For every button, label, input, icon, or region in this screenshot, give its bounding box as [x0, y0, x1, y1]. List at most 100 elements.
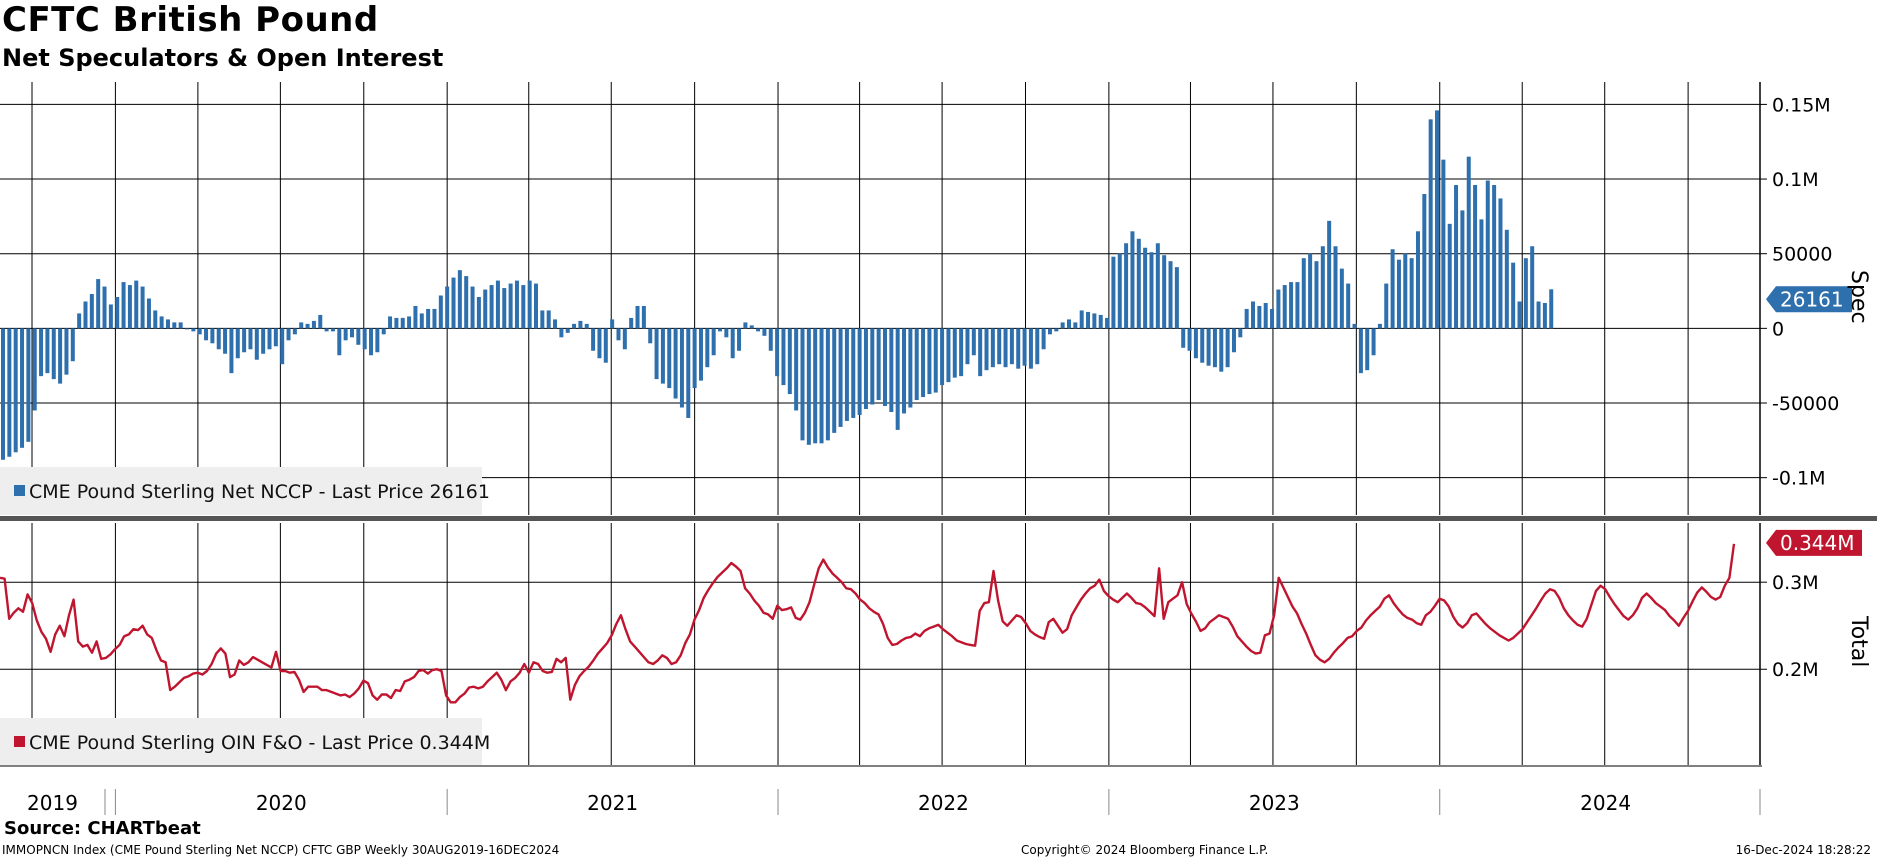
- x-axis: 2019 2020 2021 2022 2023 2024: [0, 765, 1762, 815]
- spec-bar: [1371, 328, 1376, 356]
- spec-bar: [857, 328, 862, 415]
- spec-bar: [58, 328, 63, 384]
- spec-bar: [464, 276, 469, 329]
- spec-bar: [1492, 185, 1497, 329]
- spec-bar: [1276, 289, 1281, 329]
- spec-bar: [1155, 243, 1160, 329]
- spec-bar: [959, 328, 964, 377]
- spec-bar: [844, 328, 849, 421]
- spec-bar: [1549, 289, 1554, 329]
- spec-bar: [1473, 185, 1478, 329]
- spec-bar: [381, 328, 386, 335]
- spec-bar: [1238, 328, 1243, 338]
- spec-bar: [1454, 185, 1459, 329]
- spec-bar: [1181, 328, 1186, 348]
- spec-bar: [32, 328, 37, 411]
- spec-bar: [1447, 223, 1452, 329]
- spec-bar: [1244, 308, 1249, 329]
- spec-bar: [1257, 305, 1262, 329]
- spec-bar: [521, 285, 526, 329]
- spec-bar: [299, 322, 304, 329]
- spec-bar: [1339, 268, 1344, 329]
- spec-bar: [438, 295, 443, 329]
- spec-bar: [756, 328, 761, 332]
- spec-bar: [641, 305, 646, 329]
- spec-bar: [952, 328, 957, 378]
- spec-bar: [679, 328, 684, 408]
- spec-bar: [863, 328, 868, 409]
- spec-bar: [1130, 231, 1135, 329]
- spec-bar: [1149, 252, 1154, 329]
- spec-bar: [185, 328, 190, 330]
- spec-bar: [426, 308, 431, 329]
- spec-bar: [1124, 243, 1129, 329]
- spec-bar: [1022, 328, 1027, 366]
- spec-bar: [1003, 328, 1008, 368]
- total-series-line: [0, 543, 1736, 704]
- spec-tick-label: 0: [1772, 318, 1784, 340]
- spec-bar: [768, 328, 773, 351]
- spec-bar: [20, 328, 25, 448]
- spec-bar: [394, 317, 399, 329]
- spec-bar: [546, 310, 551, 329]
- spec-bar: [971, 328, 976, 356]
- year-label: 2021: [587, 791, 638, 815]
- spec-bar: [1428, 119, 1433, 329]
- spec-bar: [902, 328, 907, 414]
- spec-bar: [172, 322, 177, 329]
- spec-bar: [889, 328, 894, 412]
- spec-bar: [667, 328, 672, 389]
- spec-bar: [1435, 110, 1440, 329]
- total-legend-swatch: [14, 736, 25, 747]
- spec-bar: [242, 328, 247, 353]
- spec-bar: [311, 320, 316, 329]
- spec-bar: [527, 280, 532, 329]
- spec-bar: [965, 328, 970, 365]
- year-label: 2023: [1249, 791, 1300, 815]
- spec-bar: [337, 328, 342, 356]
- total-tick-label: 0.3M: [1772, 572, 1819, 594]
- spec-bar: [1409, 258, 1414, 329]
- total-line: [0, 543, 1736, 704]
- spec-bar: [254, 328, 259, 360]
- spec-bar: [153, 310, 158, 329]
- spec-bar: [629, 317, 634, 329]
- total-axis-label: Total: [1846, 615, 1871, 667]
- spec-bar: [1403, 253, 1408, 329]
- spec-bar: [1289, 282, 1294, 329]
- spec-bar: [1105, 317, 1110, 329]
- spec-bar: [1073, 322, 1078, 329]
- spec-bar: [832, 328, 837, 433]
- spec-bar: [77, 313, 82, 329]
- spec-tick-label: 50000: [1772, 244, 1832, 266]
- copyright: Copyright© 2024 Bloomberg Finance L.P.: [1021, 843, 1269, 857]
- spec-bar: [1479, 219, 1484, 329]
- spec-bar: [654, 328, 659, 380]
- spec-bar: [1498, 198, 1503, 329]
- spec-bar: [1390, 249, 1395, 329]
- spec-bar: [692, 328, 697, 389]
- spec-bar: [159, 316, 164, 329]
- spec-bar: [235, 328, 240, 359]
- spec-bar: [584, 323, 589, 329]
- spec-bar: [1460, 210, 1465, 329]
- spec-bar: [292, 328, 297, 335]
- spec-bar: [1168, 261, 1173, 329]
- spec-tick-label: 0.1M: [1772, 169, 1819, 191]
- spec-bar: [216, 328, 221, 350]
- spec-bar: [89, 294, 94, 329]
- year-label: 2019: [27, 791, 78, 815]
- spec-bar: [1206, 328, 1211, 366]
- spec-last-value-tag: [1766, 286, 1852, 313]
- spec-bar: [990, 328, 995, 368]
- spec-bar: [622, 328, 627, 350]
- spec-bar: [375, 328, 380, 353]
- spec-bar: [115, 297, 120, 329]
- spec-bar: [572, 323, 577, 329]
- spec-tick-label: -0.1M: [1772, 468, 1825, 490]
- spec-bar: [102, 286, 107, 329]
- spec-bar: [1225, 328, 1230, 368]
- spec-bar: [343, 328, 348, 341]
- year-label: 2020: [256, 791, 307, 815]
- spec-bar: [1536, 301, 1541, 329]
